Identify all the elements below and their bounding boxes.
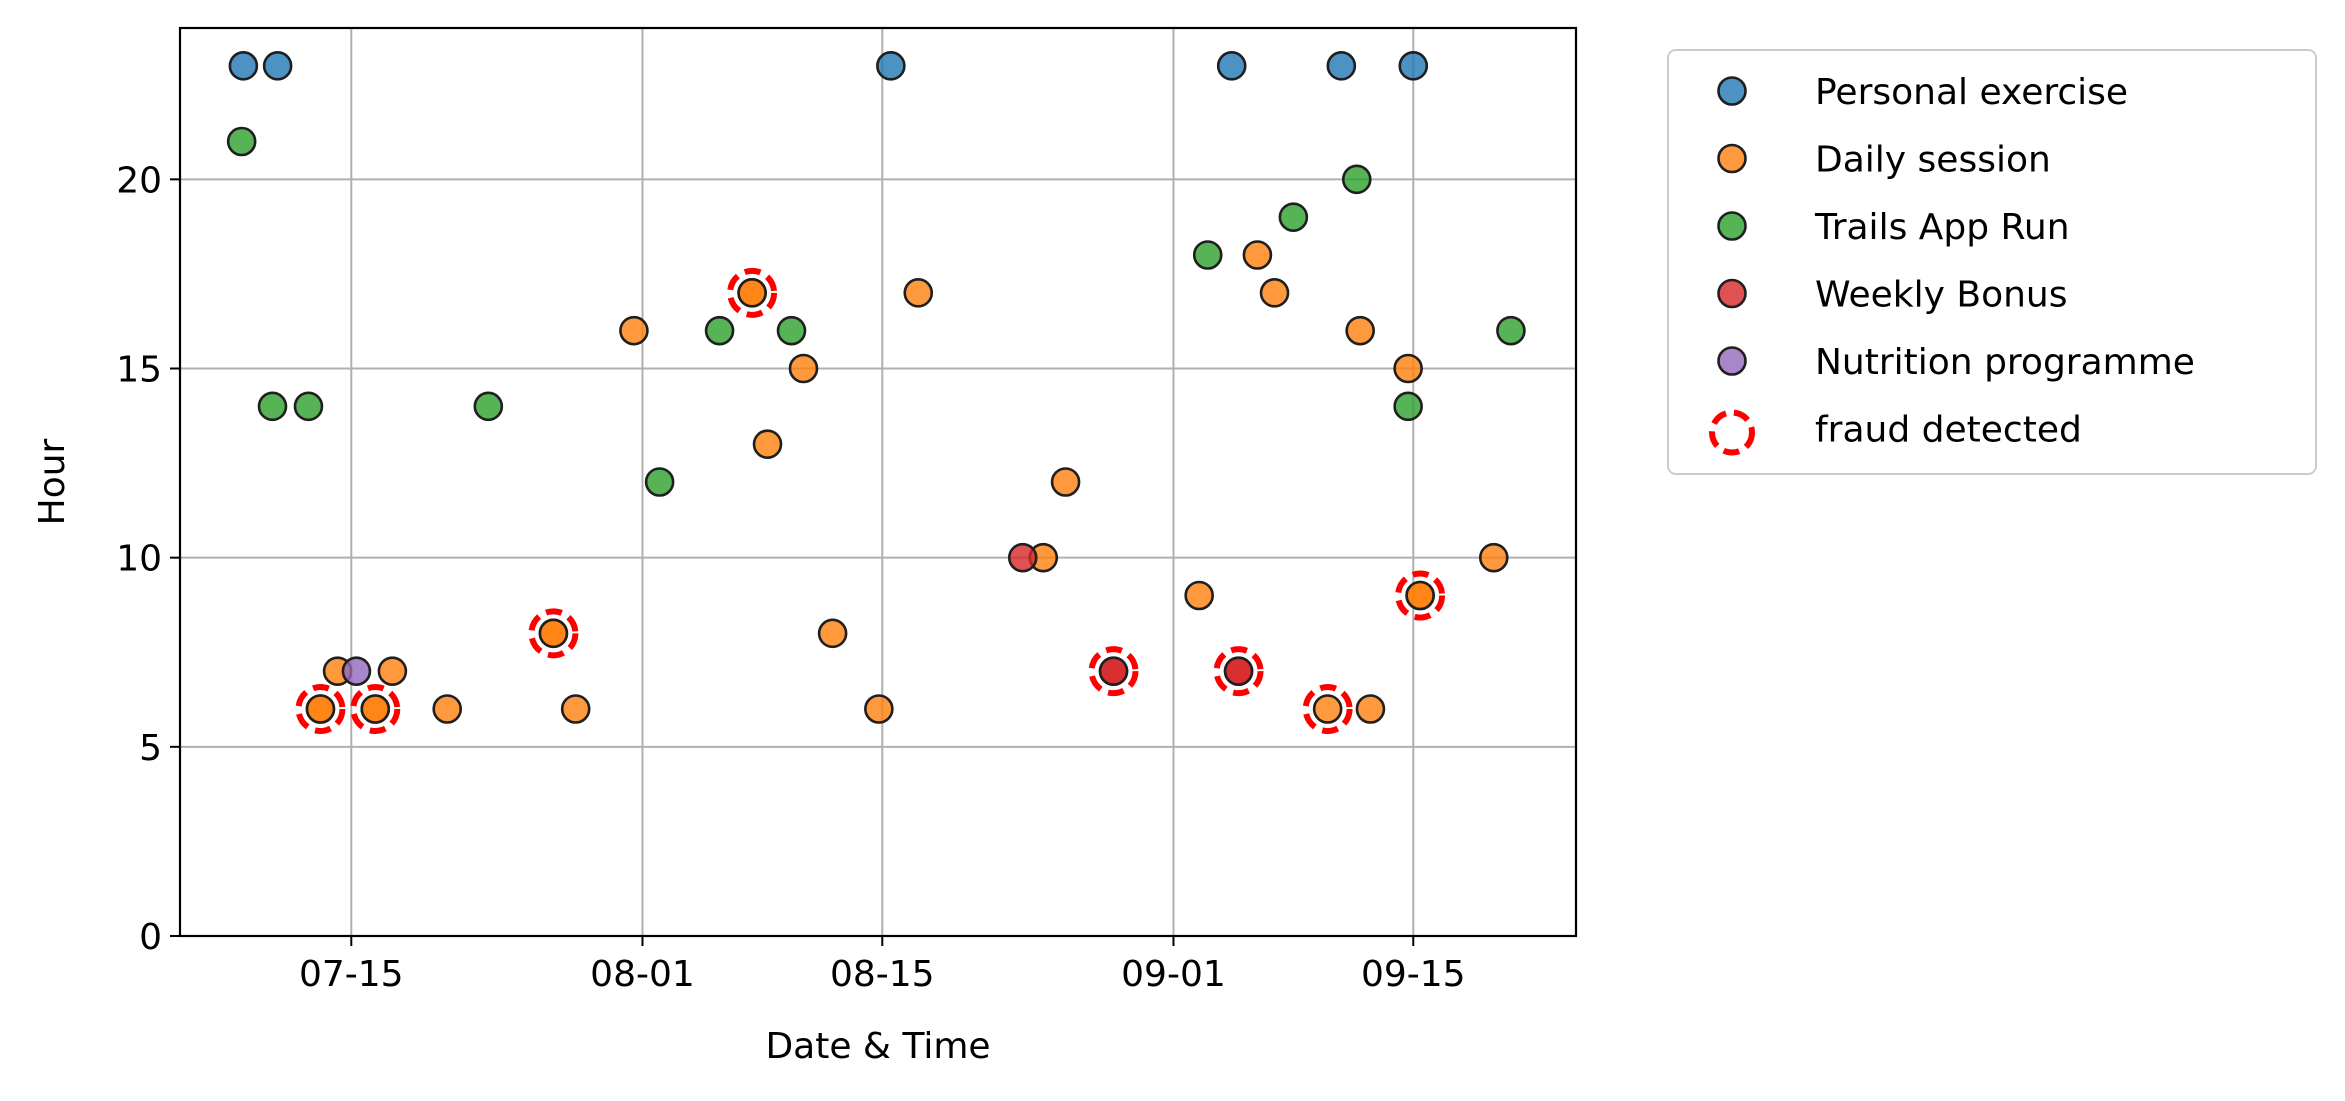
point-trails-app-run bbox=[704, 315, 735, 346]
fraud-marker bbox=[1088, 646, 1139, 697]
point-daily-session bbox=[1184, 580, 1214, 611]
point-personal-exercise bbox=[228, 51, 259, 81]
x-tick-label: 09-01 bbox=[1121, 954, 1226, 995]
point-weekly-bonus bbox=[1007, 542, 1038, 573]
fraud-point bbox=[305, 694, 336, 724]
x-tick-label: 08-01 bbox=[590, 954, 695, 995]
fraud-point bbox=[1312, 694, 1343, 724]
point-trails-app-run bbox=[473, 391, 504, 422]
point-daily-session bbox=[560, 694, 591, 724]
legend-marker-weekly-bonus bbox=[1717, 278, 1747, 309]
fraud-point bbox=[538, 618, 569, 649]
y-tick-label: 0 bbox=[139, 917, 162, 958]
x-axis-label: Date & Time bbox=[765, 1026, 990, 1067]
data-points bbox=[226, 51, 1526, 734]
y-tick-label: 20 bbox=[116, 160, 162, 201]
fraud-point bbox=[360, 694, 391, 724]
y-axis-label: Hour bbox=[32, 438, 73, 525]
fraud-marker bbox=[295, 684, 346, 734]
axis-ticks: 07-15 08-01 08-15 09-01 09-15 0 5 10 15 20 bbox=[116, 160, 1465, 995]
fraud-point bbox=[1223, 656, 1254, 686]
point-trails-app-run bbox=[1496, 315, 1526, 346]
point-personal-exercise bbox=[1398, 51, 1429, 81]
legend-frame bbox=[1667, 49, 2317, 475]
legend-label-nutrition-programme: Nutrition programme bbox=[1815, 342, 2195, 383]
point-trails-app-run bbox=[226, 126, 257, 157]
point-trails-app-run bbox=[257, 391, 288, 422]
point-trails-app-run bbox=[644, 467, 675, 497]
legend-marker-nutrition-programme bbox=[1717, 346, 1747, 376]
x-tick-label: 09-15 bbox=[1361, 954, 1466, 995]
y-tick-label: 5 bbox=[139, 728, 162, 769]
point-trails-app-run bbox=[1393, 391, 1423, 422]
point-daily-session bbox=[788, 353, 819, 384]
point-trails-app-run bbox=[1278, 202, 1309, 232]
fraud-marker bbox=[1213, 646, 1264, 697]
fraud-point bbox=[1098, 656, 1129, 686]
fraud-point bbox=[1405, 580, 1435, 611]
grid-lines bbox=[180, 28, 1576, 937]
point-daily-session bbox=[1478, 542, 1509, 573]
fraud-marker bbox=[727, 267, 778, 318]
point-daily-session bbox=[752, 429, 783, 459]
point-daily-session bbox=[1345, 315, 1375, 346]
point-trails-app-run bbox=[293, 391, 324, 422]
legend-label-weekly-bonus: Weekly Bonus bbox=[1815, 275, 2068, 316]
y-tick-label: 10 bbox=[116, 539, 162, 580]
legend-label-personal-exercise: Personal exercise bbox=[1815, 72, 2128, 113]
point-daily-session bbox=[1393, 353, 1423, 384]
point-trails-app-run bbox=[1192, 240, 1223, 270]
legend-label-fraud-detected: fraud detected bbox=[1815, 410, 2082, 451]
legend-marker-fraud-detected bbox=[1709, 409, 1755, 456]
point-daily-session bbox=[432, 694, 463, 724]
x-tick-label: 07-15 bbox=[299, 954, 404, 995]
legend-label-trails-app-run: Trails App Run bbox=[1814, 207, 2070, 248]
fraud-point bbox=[737, 278, 767, 308]
point-personal-exercise bbox=[876, 51, 906, 81]
x-tick-label: 08-15 bbox=[830, 954, 935, 995]
fraud-marker bbox=[1395, 570, 1446, 621]
plot-frame bbox=[178, 26, 1578, 938]
point-daily-session bbox=[903, 278, 934, 308]
y-tick-label: 15 bbox=[116, 350, 162, 391]
point-daily-session bbox=[619, 315, 649, 346]
legend-marker-daily-session bbox=[1717, 143, 1747, 174]
legend-marker-personal-exercise bbox=[1717, 76, 1747, 106]
point-daily-session bbox=[1355, 694, 1386, 724]
point-daily-session bbox=[817, 618, 848, 649]
legend-label-daily-session: Daily session bbox=[1815, 140, 2051, 181]
point-trails-app-run bbox=[776, 315, 807, 346]
fraud-marker bbox=[1302, 684, 1353, 734]
point-trails-app-run bbox=[1341, 164, 1372, 195]
point-daily-session bbox=[377, 656, 408, 686]
point-nutrition-programme bbox=[341, 656, 372, 686]
legend: Personal exercise Daily session Trails App… bbox=[1667, 49, 2317, 475]
point-daily-session bbox=[1259, 278, 1290, 308]
point-personal-exercise bbox=[1216, 51, 1247, 81]
point-personal-exercise bbox=[1326, 51, 1357, 81]
point-daily-session bbox=[1242, 240, 1273, 270]
legend-marker-trails-app-run bbox=[1717, 211, 1747, 241]
fraud-marker bbox=[528, 608, 579, 659]
point-daily-session bbox=[864, 694, 894, 724]
point-personal-exercise bbox=[262, 51, 293, 81]
fraud-marker bbox=[350, 684, 401, 734]
point-daily-session bbox=[1050, 467, 1081, 497]
